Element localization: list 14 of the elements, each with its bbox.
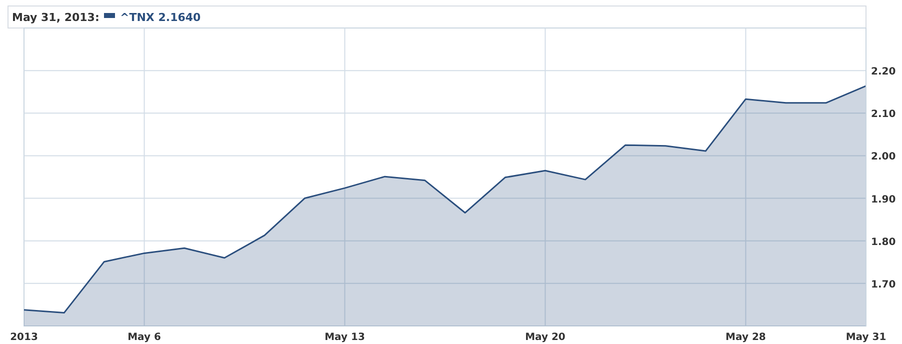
x-tick-label: May 13 xyxy=(324,332,365,343)
y-tick-label: 2.00 xyxy=(871,152,896,163)
y-tick-label: 1.80 xyxy=(871,236,896,248)
legend-label: ^TNX 2.1640 xyxy=(120,11,202,24)
x-tick-label: 2013 xyxy=(10,332,38,343)
y-tick-label: 2.10 xyxy=(871,109,896,120)
x-tick-label: May 20 xyxy=(525,332,566,343)
x-tick-label: May 6 xyxy=(128,332,161,343)
chart-title: May 31, 2013: xyxy=(12,11,100,24)
x-tick-label: May 28 xyxy=(726,332,766,343)
y-tick-label: 2.20 xyxy=(871,66,896,78)
y-tick-label: 1.90 xyxy=(871,194,896,206)
y-tick-label: 1.70 xyxy=(871,279,896,290)
x-tick-label: May 31 xyxy=(846,332,886,343)
